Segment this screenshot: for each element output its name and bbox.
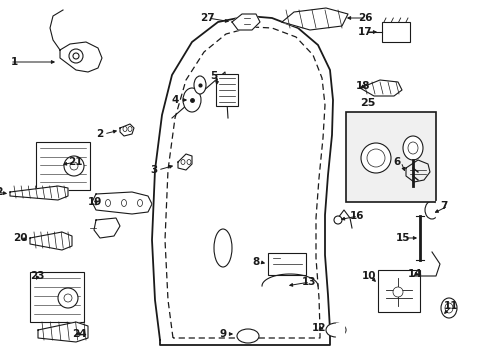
Text: 16: 16	[349, 211, 364, 221]
Text: 6: 6	[392, 157, 400, 167]
Text: 8: 8	[251, 257, 259, 267]
Ellipse shape	[64, 156, 84, 176]
Ellipse shape	[121, 199, 126, 207]
Polygon shape	[335, 323, 343, 337]
Ellipse shape	[237, 329, 259, 343]
Ellipse shape	[440, 298, 456, 318]
Text: 15: 15	[395, 233, 409, 243]
Ellipse shape	[360, 143, 390, 173]
Polygon shape	[359, 80, 401, 96]
Text: 9: 9	[220, 329, 226, 339]
Polygon shape	[282, 8, 347, 30]
Text: 27: 27	[200, 13, 214, 23]
Ellipse shape	[444, 303, 452, 313]
Ellipse shape	[128, 126, 132, 131]
Ellipse shape	[137, 199, 142, 207]
Bar	[346, 112, 435, 202]
Ellipse shape	[333, 216, 341, 224]
Bar	[377, 270, 419, 312]
Ellipse shape	[73, 53, 79, 59]
Polygon shape	[231, 14, 260, 30]
Text: 13: 13	[302, 277, 316, 287]
Text: 2: 2	[96, 129, 103, 139]
Bar	[36, 142, 90, 190]
Text: 21: 21	[68, 157, 82, 167]
Text: 23: 23	[30, 271, 44, 281]
Text: 7: 7	[439, 201, 447, 211]
Text: 22: 22	[0, 187, 4, 197]
Bar	[216, 74, 238, 106]
Ellipse shape	[325, 323, 346, 337]
Polygon shape	[94, 218, 120, 238]
Text: 14: 14	[407, 269, 422, 279]
Text: 25: 25	[359, 98, 375, 108]
Text: 17: 17	[357, 27, 372, 37]
Text: 11: 11	[443, 301, 458, 311]
Text: 3: 3	[150, 165, 157, 175]
Ellipse shape	[424, 201, 438, 219]
Ellipse shape	[366, 149, 384, 167]
Text: 4: 4	[172, 95, 179, 105]
Ellipse shape	[58, 288, 78, 308]
Ellipse shape	[123, 126, 127, 131]
Polygon shape	[178, 154, 192, 170]
Ellipse shape	[186, 159, 191, 165]
Polygon shape	[435, 201, 439, 219]
Text: 10: 10	[361, 271, 376, 281]
Polygon shape	[60, 42, 102, 72]
Ellipse shape	[70, 162, 78, 170]
Polygon shape	[120, 124, 134, 136]
Ellipse shape	[402, 136, 422, 160]
Polygon shape	[405, 160, 429, 182]
Text: 5: 5	[209, 71, 217, 81]
Text: 12: 12	[311, 323, 326, 333]
Ellipse shape	[183, 88, 201, 112]
Ellipse shape	[214, 229, 231, 267]
Bar	[381, 22, 409, 42]
Text: 24: 24	[72, 329, 86, 339]
Text: 26: 26	[357, 13, 372, 23]
Bar	[267, 253, 305, 275]
Text: 18: 18	[355, 81, 370, 91]
Ellipse shape	[105, 199, 110, 207]
Ellipse shape	[181, 159, 184, 165]
Ellipse shape	[64, 294, 72, 302]
Ellipse shape	[69, 49, 83, 63]
Polygon shape	[10, 186, 68, 200]
Text: 1: 1	[11, 57, 18, 67]
Polygon shape	[30, 232, 72, 250]
Ellipse shape	[392, 287, 402, 297]
Text: 19: 19	[88, 197, 102, 207]
Ellipse shape	[407, 142, 417, 154]
Text: 20: 20	[14, 233, 28, 243]
Bar	[30, 272, 84, 322]
Polygon shape	[92, 192, 152, 214]
Ellipse shape	[194, 76, 205, 94]
Polygon shape	[38, 322, 88, 342]
